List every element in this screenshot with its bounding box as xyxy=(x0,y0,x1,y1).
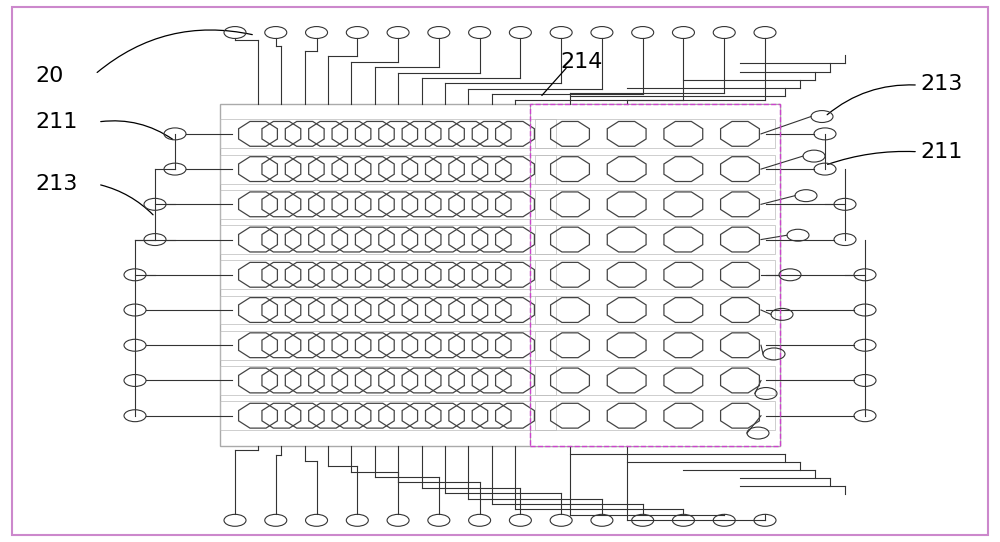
Bar xyxy=(220,260,556,289)
Text: 213: 213 xyxy=(35,175,77,194)
Bar xyxy=(535,401,775,430)
Bar xyxy=(535,366,775,395)
Bar xyxy=(535,260,775,289)
Bar xyxy=(220,104,780,446)
Bar xyxy=(530,104,780,446)
Text: 211: 211 xyxy=(35,112,77,132)
Bar xyxy=(220,225,556,254)
Bar xyxy=(220,401,556,430)
Bar xyxy=(535,119,775,149)
Text: 213: 213 xyxy=(920,74,962,94)
Text: 20: 20 xyxy=(35,66,63,86)
Bar xyxy=(535,295,775,325)
Bar xyxy=(535,225,775,254)
Bar xyxy=(535,154,775,184)
Text: 214: 214 xyxy=(560,53,602,72)
Bar xyxy=(220,331,556,360)
Bar xyxy=(220,366,556,395)
Bar xyxy=(530,104,780,446)
Bar xyxy=(220,154,556,184)
Bar xyxy=(220,295,556,325)
Bar xyxy=(535,331,775,360)
Bar xyxy=(220,190,556,219)
Bar xyxy=(535,190,775,219)
Text: 211: 211 xyxy=(920,142,962,162)
Bar xyxy=(220,119,556,149)
